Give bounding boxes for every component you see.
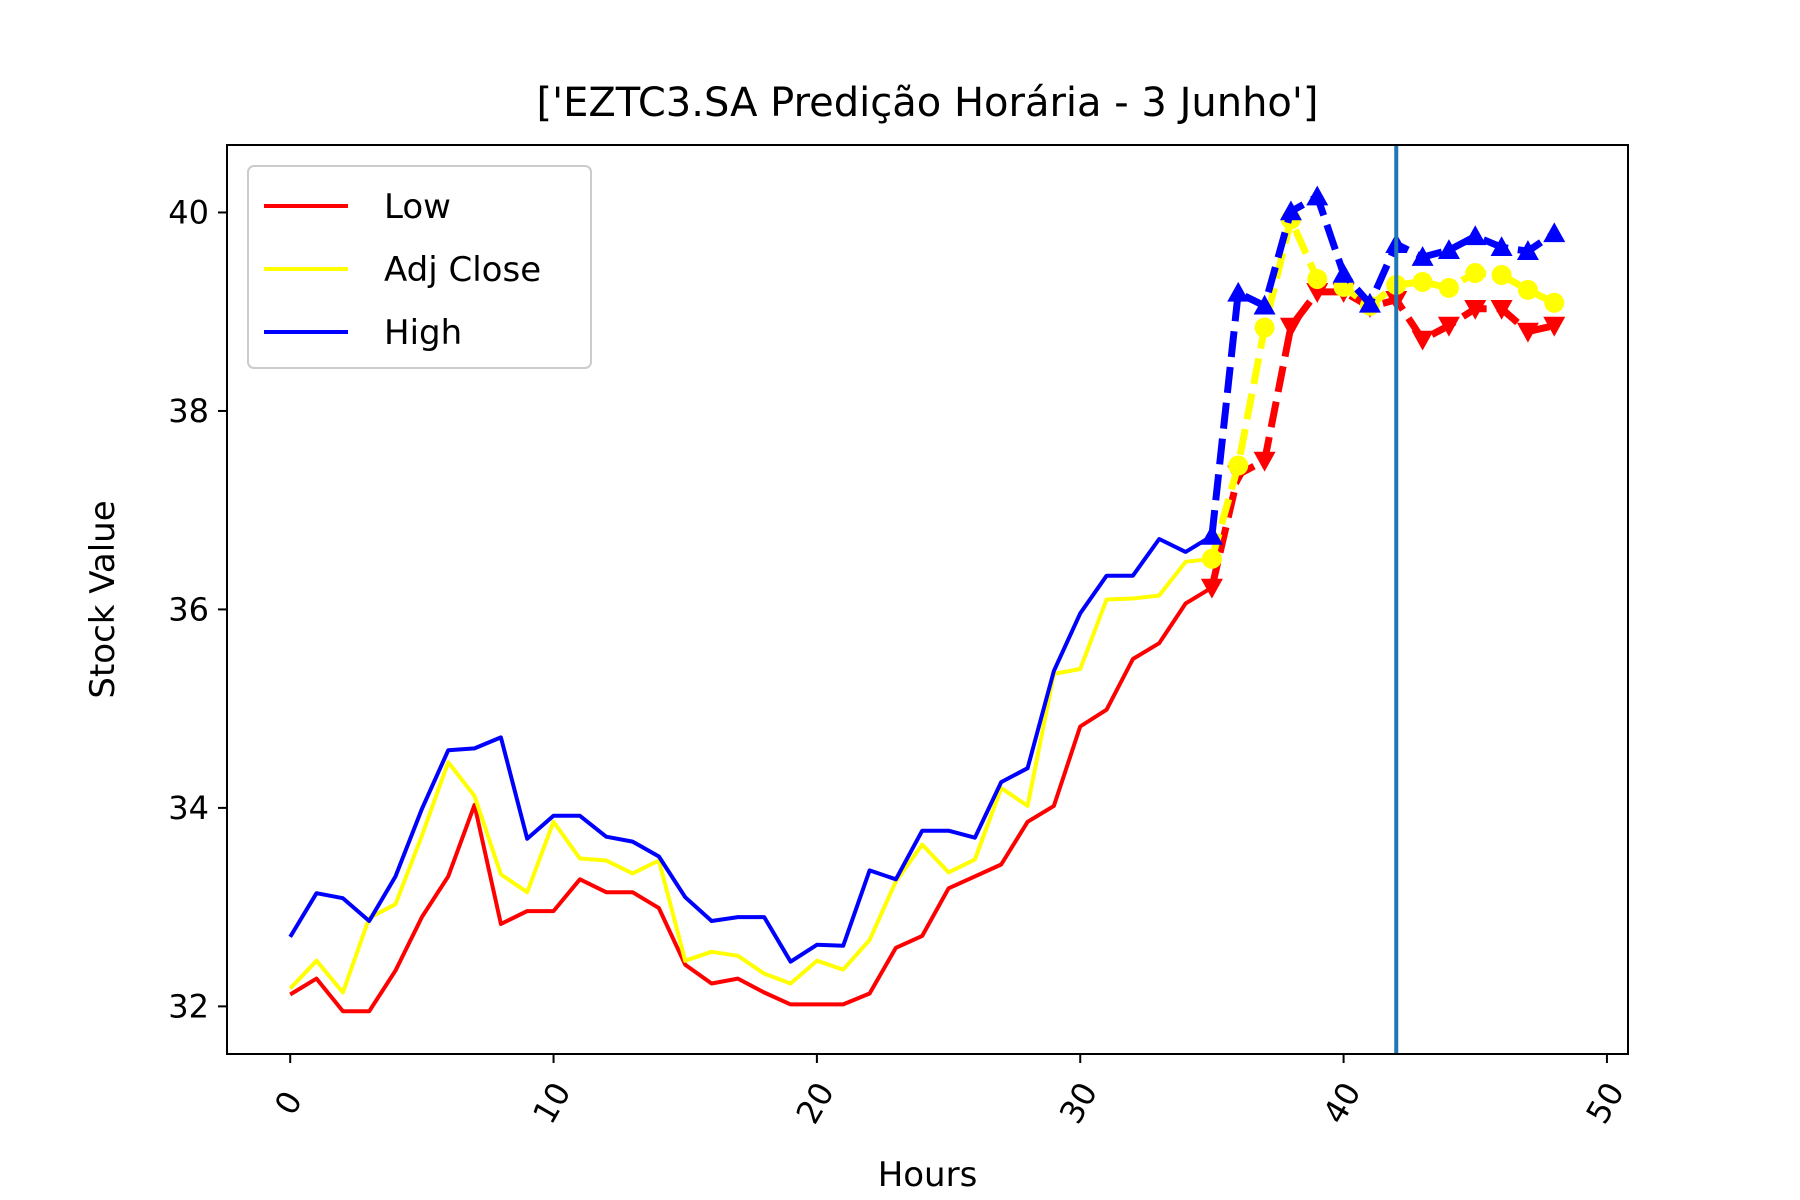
- legend-label-high: High: [384, 313, 462, 353]
- data-point-high: [1516, 240, 1539, 260]
- data-point-high: [1227, 281, 1250, 302]
- plot-area: [288, 145, 1566, 1054]
- data-point-low: [1464, 299, 1487, 320]
- series-line-low-historical: [289, 585, 1213, 1014]
- data-point-low: [1411, 330, 1434, 351]
- series-low: [289, 283, 1566, 1014]
- x-tick-label: 40: [1315, 1076, 1368, 1130]
- x-tick-label: 50: [1579, 1076, 1632, 1130]
- x-axis-label: Hours: [878, 1155, 978, 1195]
- data-point-adj-close: [1517, 279, 1538, 300]
- data-point-adj-close: [1491, 264, 1512, 285]
- data-point-adj-close: [1412, 271, 1433, 292]
- data-point-high: [1279, 200, 1302, 221]
- y-axis-label: Stock Value: [83, 500, 123, 698]
- legend-label-adj-close: Adj Close: [384, 250, 541, 290]
- data-point-low: [1543, 316, 1566, 337]
- data-point-adj-close: [1307, 268, 1328, 289]
- data-point-high: [1332, 263, 1355, 283]
- data-point-low: [1516, 322, 1539, 343]
- data-point-high: [1464, 225, 1487, 246]
- y-axis-ticks: 32 34 36 38 40: [168, 193, 227, 1025]
- data-point-high: [1200, 524, 1223, 545]
- data-point-high: [1490, 236, 1513, 257]
- axes-frame: [226, 144, 1629, 1055]
- data-point-low: [1200, 578, 1223, 599]
- data-point-low: [1490, 299, 1513, 320]
- data-point-low: [1306, 283, 1329, 303]
- data-point-adj-close: [1201, 548, 1222, 569]
- data-point-high: [1437, 239, 1460, 259]
- axes-border: [226, 144, 1629, 1055]
- data-point-high: [1411, 246, 1434, 266]
- data-point-high: [1253, 294, 1276, 315]
- series-line-adj-close-historical: [288, 556, 1213, 995]
- data-point-adj-close: [1544, 292, 1565, 313]
- series-line-high-historical: [288, 534, 1213, 964]
- data-point-low: [1437, 316, 1460, 337]
- y-tick-label: 38: [168, 392, 209, 430]
- x-tick-label: 10: [525, 1076, 578, 1130]
- data-point-adj-close: [1438, 277, 1459, 298]
- data-point-low: [1253, 451, 1276, 472]
- x-tick-label: 20: [789, 1076, 842, 1130]
- x-tick-label: 30: [1052, 1076, 1105, 1130]
- x-tick-label: 0: [267, 1085, 310, 1122]
- y-tick-label: 40: [168, 193, 209, 231]
- y-tick-label: 36: [168, 590, 209, 628]
- data-point-high: [1358, 292, 1381, 313]
- legend: Low Adj Close High: [247, 165, 592, 369]
- data-point-adj-close: [1465, 263, 1486, 284]
- legend-label-low: Low: [384, 187, 451, 227]
- data-point-low: [1279, 317, 1302, 338]
- chart-title: ['EZTC3.SA Predição Horária - 3 Junho']: [537, 80, 1319, 126]
- y-tick-label: 34: [168, 789, 209, 827]
- x-axis-ticks: 0 10 20 30 40 50: [267, 1054, 1632, 1130]
- data-point-adj-close: [1254, 317, 1275, 338]
- data-point-high: [1306, 185, 1329, 206]
- data-point-adj-close: [1228, 455, 1249, 476]
- legend-box: [247, 165, 592, 369]
- y-tick-label: 32: [168, 987, 209, 1025]
- data-point-high: [1543, 222, 1566, 243]
